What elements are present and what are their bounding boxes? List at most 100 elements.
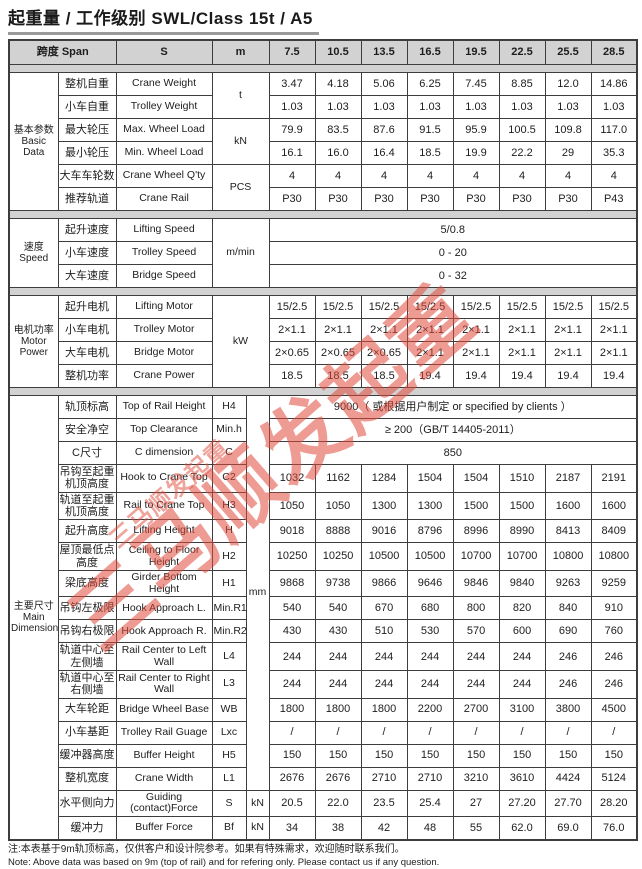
section-group-en: Speed	[19, 253, 49, 264]
header-span-label: 跨度 Span	[8, 39, 117, 65]
value-cell: 19.4	[498, 364, 546, 388]
value-cell: 150	[544, 743, 592, 768]
value-cell: 15/2.5	[360, 295, 408, 319]
value-cell: /	[360, 720, 408, 745]
value-cell: P30	[268, 187, 316, 211]
header-s-label: S	[115, 39, 213, 65]
value-cell: 244	[360, 670, 408, 699]
table-row: 推荐轨道 Crane Rail P30 P30 P30 P30 P30 P30 P30 P43	[9, 187, 638, 211]
value-cell: 55	[452, 816, 500, 841]
value-cell: 2×0.65	[268, 341, 316, 365]
table-row: 大车电机 Bridge Motor 2×0.65 2×0.65 2×0.65 2×1.1 2…	[9, 341, 638, 365]
section-group-zh: 电机功率	[13, 324, 54, 336]
row-label-en: Hook to Crane Top	[115, 464, 213, 493]
value-cell: 1.03	[406, 95, 454, 119]
value-cell: 2710	[360, 766, 408, 791]
value-cell: 19.4	[544, 364, 592, 388]
row-label-en: Rail to Crane Top	[115, 491, 213, 521]
value-cell: 8990	[498, 519, 546, 544]
value-cell: 18.5	[406, 141, 454, 165]
value-cell: 10800	[590, 542, 638, 571]
value-cell: 244	[498, 642, 546, 671]
value-cell: 2×1.1	[314, 318, 362, 342]
value-cell: 9866	[360, 569, 408, 598]
value-cell: 16.0	[314, 141, 362, 165]
row-label-en: Rail Center to Right Wall	[115, 670, 213, 699]
row-label-zh: 大车电机	[57, 341, 117, 365]
value-cell: 510	[360, 619, 408, 644]
value-cell: 87.6	[360, 118, 408, 142]
value-cell: 42	[360, 816, 408, 841]
value-cell: 2×1.1	[544, 318, 592, 342]
symbol-cell: H5	[211, 743, 247, 768]
symbol-cell: C2	[211, 464, 247, 493]
value-cell: 540	[314, 596, 362, 621]
table-row: 最小轮压 Min. Wheel Load 16.1 16.0 16.4 18.5 19.9 2…	[9, 141, 638, 165]
value-cell: 19.4	[590, 364, 638, 388]
value-cell: 3.47	[268, 72, 316, 96]
value-cell: 15/2.5	[314, 295, 362, 319]
table-row: 起升高度 Lifting Height H 9018 8888 9016 8796 8996 8…	[9, 519, 638, 544]
value-cell: 76.0	[590, 816, 638, 841]
table-row: 屋顶最低点高度 Ceiling to Floor Height H2 10250 102…	[9, 542, 638, 571]
header-span-value: 10.5	[314, 39, 362, 65]
row-label-en: Crane Rail	[115, 187, 213, 211]
page-title: 起重量 / 工作级别 SWL/Class 15t / A5	[8, 3, 319, 35]
value-cell: 10700	[452, 542, 500, 571]
value-cell: 10500	[406, 542, 454, 571]
value-cell: 244	[406, 670, 454, 699]
value-cell: /	[498, 720, 546, 745]
value-cell: 9868	[268, 569, 316, 598]
value-cell: 8413	[544, 519, 592, 544]
row-label-zh: 最大轮压	[57, 118, 117, 142]
value-cell: P30	[406, 187, 454, 211]
table-row: 轨道至起重机顶高度 Rail to Crane Top H3 1050 1050 1300…	[9, 491, 638, 521]
value-cell: 820	[498, 596, 546, 621]
row-label-zh: 水平侧向力	[57, 789, 117, 818]
value-cell: 1050	[268, 491, 316, 521]
value-cell: 1.03	[590, 95, 638, 119]
value-cell: 27	[452, 789, 500, 818]
value-cell: /	[406, 720, 454, 745]
value-cell: 15/2.5	[452, 295, 500, 319]
value-cell: 5.06	[360, 72, 408, 96]
section-separator	[8, 387, 638, 396]
value-cell: 150	[498, 743, 546, 768]
value-cell: 4	[544, 164, 592, 188]
value-cell: 2×1.1	[268, 318, 316, 342]
value-cell: 9846	[452, 569, 500, 598]
value-cell: 20.5	[268, 789, 316, 818]
row-label-zh: 轨道至起重机顶高度	[57, 491, 117, 521]
value-cell: 10250	[314, 542, 362, 571]
value-cell: 69.0	[544, 816, 592, 841]
row-label-en: Trolley Motor	[115, 318, 213, 342]
value-cell: 19.4	[406, 364, 454, 388]
value-cell: 83.5	[314, 118, 362, 142]
section-group-label: 基本参数 Basic Data	[8, 72, 59, 211]
value-cell: 1300	[360, 491, 408, 521]
value-cell: 670	[360, 596, 408, 621]
value-cell: 2×1.1	[406, 341, 454, 365]
symbol-cell: Lxc	[211, 720, 247, 745]
value-cell: 760	[590, 619, 638, 644]
value-cell: 246	[544, 670, 592, 699]
symbol-cell: Min.R1	[211, 596, 247, 621]
row-label-zh: 轨道中心至右侧墙	[57, 670, 117, 699]
value-cell: 9263	[544, 569, 592, 598]
row-label-en: Min. Wheel Load	[115, 141, 213, 165]
table-row: 安全净空 Top Clearance Min.h ≥ 200（GB/T 14405-2…	[9, 418, 638, 442]
value-cell: 246	[590, 670, 638, 699]
value-cell: 4	[268, 164, 316, 188]
table-row: 轨道中心至右侧墙 Rail Center to Right Wall L3 244 24…	[9, 670, 638, 699]
value-cell: 600	[498, 619, 546, 644]
row-label-en: Hook Approach R.	[115, 619, 213, 644]
value-cell: 4	[452, 164, 500, 188]
value-cell: 2676	[268, 766, 316, 791]
value-cell: P43	[590, 187, 638, 211]
value-cell: 25.4	[406, 789, 454, 818]
section-separator	[8, 210, 638, 219]
value-cell: 2187	[544, 464, 592, 493]
value-cell: 1504	[406, 464, 454, 493]
value-cell: 2×1.1	[498, 341, 546, 365]
